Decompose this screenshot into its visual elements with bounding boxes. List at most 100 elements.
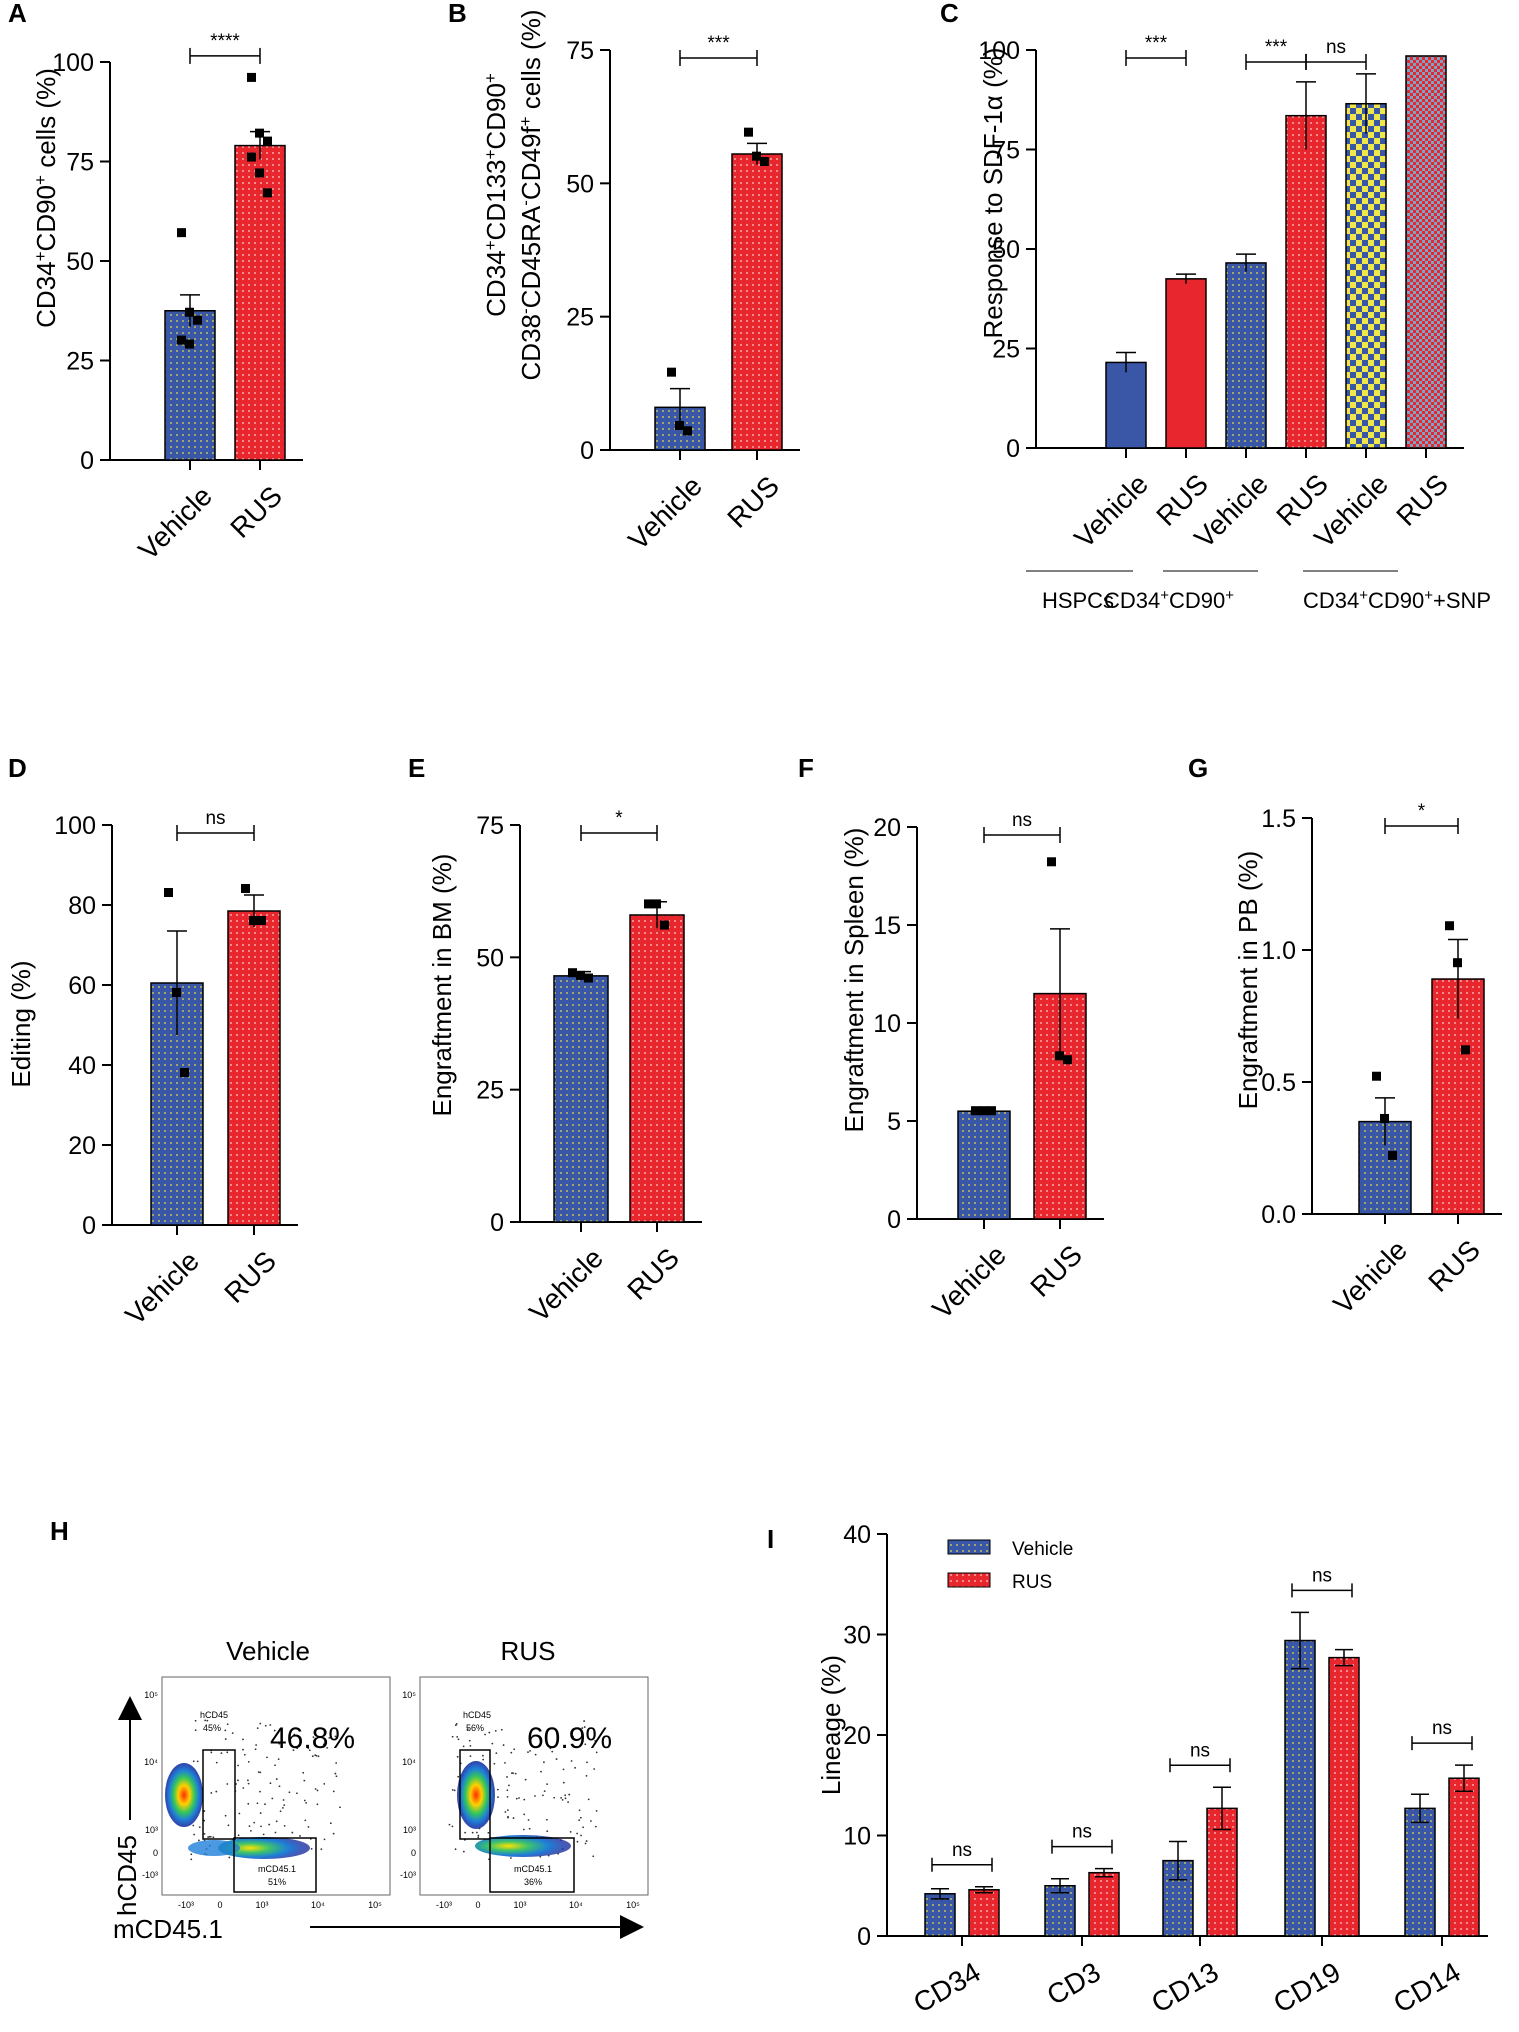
bar-vehicle-cd19	[1284, 1639, 1316, 1937]
y-tick-label: 50	[66, 248, 94, 276]
event-dot	[332, 1832, 335, 1835]
event-dot	[323, 1782, 326, 1785]
event-dot	[254, 1748, 257, 1751]
event-dot	[264, 1803, 266, 1806]
event-dot	[277, 1758, 280, 1761]
flow-plot-vehicle	[161, 1676, 391, 1896]
gate-label: mCD45.1	[258, 1864, 296, 1874]
data-point	[1380, 1113, 1389, 1123]
event-dot	[312, 1736, 315, 1739]
data-point	[255, 128, 264, 138]
tick: 10³	[513, 1900, 526, 1910]
bar-vehicle	[1105, 361, 1147, 449]
density-hcd45-vehicle	[165, 1763, 203, 1827]
density-mcd45-vehicle	[218, 1837, 310, 1859]
event-dot	[190, 1858, 193, 1861]
event-dot	[334, 1735, 337, 1738]
flow-x-ticks-vehicle: -10³ 0 10³ 10⁴ 10⁵	[178, 1900, 382, 1910]
event-dot	[274, 1764, 276, 1767]
data-point	[1453, 958, 1462, 968]
event-dot	[256, 1727, 259, 1729]
event-dot	[512, 1772, 515, 1775]
event-dot	[271, 1797, 274, 1800]
event-dot	[259, 1771, 262, 1774]
event-dot	[269, 1724, 272, 1726]
tick: 10⁴	[144, 1757, 158, 1767]
panel-a: A CD34+CD90+ cells (%) 0 25 50 75 100 Vehicle…	[8, 0, 303, 566]
event-dot	[314, 1754, 317, 1757]
percent-rus: 60.9%	[527, 1722, 612, 1755]
data-point	[1388, 1150, 1397, 1160]
tick: 10⁴	[402, 1757, 416, 1767]
event-dot	[203, 1833, 206, 1835]
y-axis-label: Editing (%)	[6, 960, 36, 1087]
x-tick-label: RUS	[224, 480, 288, 544]
event-dot	[224, 1814, 227, 1817]
event-dot	[194, 1719, 197, 1722]
x-tick-label: CD34	[908, 1956, 986, 2019]
flow-y-label: hCD45	[112, 1835, 142, 1916]
event-dot	[456, 1755, 459, 1758]
event-dot	[451, 1788, 454, 1791]
event-dot	[237, 1779, 239, 1782]
event-dot	[514, 1772, 517, 1775]
event-dot	[228, 1856, 231, 1859]
event-dot	[586, 1761, 588, 1764]
event-dot	[524, 1778, 527, 1781]
event-dot	[495, 1752, 498, 1755]
tick: -10³	[400, 1870, 416, 1880]
bar-vehicle	[1225, 262, 1267, 449]
y-tick-label: 0	[490, 1209, 504, 1237]
data-point	[1063, 1055, 1072, 1065]
tick: 10⁴	[311, 1900, 325, 1910]
x-tick-label: CD3	[1042, 1956, 1106, 2011]
event-dot	[500, 1728, 503, 1731]
panel-d: D Editing (%) 0 20 40 60 80 100 Vehicle RUS ns	[6, 753, 298, 1331]
event-dot	[456, 1736, 459, 1738]
gate-mcd45-vehicle	[233, 1837, 317, 1893]
event-dot	[569, 1831, 572, 1833]
data-point	[1445, 921, 1454, 931]
event-dot	[581, 1727, 584, 1729]
x-tick-label: CD14	[1388, 1956, 1466, 2019]
event-dot	[210, 1792, 213, 1794]
data-point	[971, 1106, 980, 1116]
data-point	[683, 426, 692, 436]
data-point	[667, 367, 676, 377]
event-dot	[311, 1755, 314, 1758]
bar-vehicle	[553, 975, 609, 1223]
event-dot	[513, 1748, 516, 1751]
event-dot	[283, 1824, 286, 1827]
y-tick-label: 0	[80, 447, 94, 475]
panel-b: B CD34+CD133+CD90+ CD38-CD45RA-CD49f+ ce…	[448, 0, 800, 556]
significance-label: ns	[1432, 1718, 1452, 1739]
event-dot	[303, 1799, 306, 1802]
event-dot	[585, 1840, 588, 1842]
gate-mcd45-rus	[489, 1837, 575, 1893]
event-dot	[523, 1798, 526, 1801]
event-dot	[226, 1751, 229, 1754]
event-dot	[564, 1794, 567, 1797]
x-tick-label: Vehicle	[1327, 1234, 1413, 1320]
panel-e: E Engraftment in BM (%) 0 25 50 75 Vehicle RU…	[408, 753, 702, 1328]
event-dot	[310, 1847, 313, 1850]
gate-label: hCD45	[463, 1710, 491, 1720]
event-dot	[249, 1830, 252, 1832]
event-dot	[584, 1743, 587, 1746]
y-tick-label: 0	[580, 437, 594, 465]
y-tick-label: 0	[857, 1923, 871, 1951]
density-mcd45-rus	[475, 1835, 571, 1857]
data-point	[263, 188, 272, 198]
significance-label: *	[1418, 801, 1426, 822]
event-dot	[226, 1783, 229, 1785]
event-dot	[512, 1817, 515, 1819]
event-dot	[288, 1791, 291, 1794]
data-point	[247, 72, 256, 82]
data-point	[180, 1068, 189, 1077]
y-tick-label: 1.0	[1261, 937, 1296, 965]
event-dot	[482, 1758, 485, 1761]
event-dot	[553, 1796, 556, 1799]
gate-hcd45-rus	[459, 1749, 491, 1840]
event-dot	[493, 1762, 496, 1765]
data-point	[247, 152, 256, 162]
